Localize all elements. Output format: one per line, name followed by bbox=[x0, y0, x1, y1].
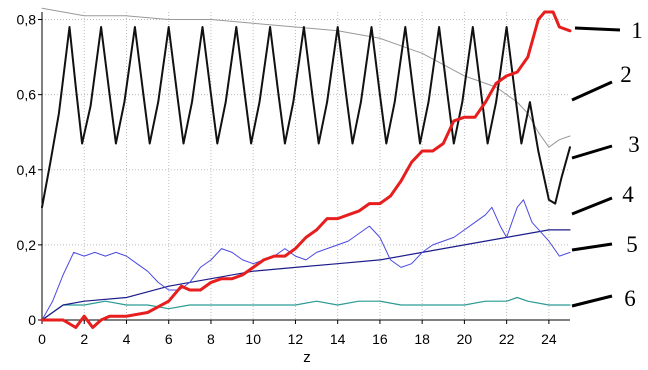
series-label-leaders: 1 2 3 4 5 6 bbox=[571, 18, 643, 311]
series-label-3: 3 bbox=[628, 132, 640, 157]
series-line-2 bbox=[41, 7, 571, 148]
x-tick-label: 8 bbox=[207, 331, 215, 347]
x-tick-label: 14 bbox=[330, 331, 346, 347]
plot-area bbox=[42, 12, 570, 320]
series-layer bbox=[40, 7, 572, 329]
y-tick-label: 0,2 bbox=[17, 237, 37, 253]
x-tick-label: 0 bbox=[38, 331, 46, 347]
y-tick-label: 0,8 bbox=[17, 12, 37, 28]
x-tick-label: 12 bbox=[288, 331, 304, 347]
series-label-leader-3 bbox=[571, 144, 613, 160]
series-line-3 bbox=[40, 10, 572, 329]
series-label-6: 6 bbox=[624, 286, 636, 311]
y-tick-label: 0 bbox=[28, 312, 36, 328]
series-line-4 bbox=[41, 199, 571, 321]
x-tick-label: 22 bbox=[499, 331, 515, 347]
series-label-5: 5 bbox=[626, 232, 638, 257]
x-tick-label: 18 bbox=[414, 331, 430, 347]
series-label-leader-6 bbox=[571, 294, 613, 308]
axes bbox=[38, 12, 570, 324]
series-line-1 bbox=[41, 26, 571, 209]
grid bbox=[41, 12, 570, 320]
x-tick-label: 6 bbox=[165, 331, 173, 347]
series-line-5 bbox=[41, 229, 571, 321]
series-label-4: 4 bbox=[622, 182, 634, 207]
x-tick-label: 10 bbox=[245, 331, 261, 347]
y-tick-label: 0,6 bbox=[17, 87, 37, 103]
series-label-leader-4 bbox=[571, 196, 613, 216]
series-label-leader-5 bbox=[571, 242, 613, 252]
series-line-6 bbox=[41, 296, 571, 321]
x-tick-label: 2 bbox=[80, 331, 88, 347]
series-label-leader-1 bbox=[574, 26, 621, 32]
series-label-2: 2 bbox=[620, 62, 632, 87]
x-axis-label: z bbox=[303, 349, 311, 366]
x-tick-label: 16 bbox=[372, 331, 388, 347]
x-tick-label: 24 bbox=[541, 331, 557, 347]
series-label-leader-2 bbox=[571, 80, 613, 102]
series-label-1: 1 bbox=[631, 18, 643, 43]
x-tick-label: 20 bbox=[457, 331, 473, 347]
y-tick-label: 0,4 bbox=[17, 162, 37, 178]
x-tick-label: 4 bbox=[123, 331, 131, 347]
